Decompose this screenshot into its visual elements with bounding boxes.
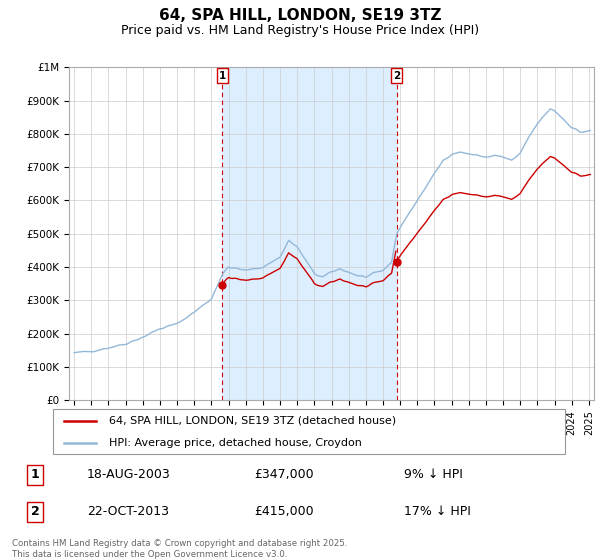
Text: 1: 1 [218,71,226,81]
Text: £347,000: £347,000 [254,468,314,481]
Text: 9% ↓ HPI: 9% ↓ HPI [404,468,463,481]
Text: 1: 1 [31,468,40,481]
Text: 22-OCT-2013: 22-OCT-2013 [87,505,169,518]
Text: 2: 2 [31,505,40,518]
Text: £415,000: £415,000 [254,505,314,518]
Text: 64, SPA HILL, LONDON, SE19 3TZ: 64, SPA HILL, LONDON, SE19 3TZ [159,8,441,24]
Text: HPI: Average price, detached house, Croydon: HPI: Average price, detached house, Croy… [109,437,362,447]
Text: 64, SPA HILL, LONDON, SE19 3TZ (detached house): 64, SPA HILL, LONDON, SE19 3TZ (detached… [109,416,396,426]
Text: 18-AUG-2003: 18-AUG-2003 [87,468,170,481]
Text: 2: 2 [393,71,400,81]
Text: 17% ↓ HPI: 17% ↓ HPI [404,505,470,518]
Text: Contains HM Land Registry data © Crown copyright and database right 2025.
This d: Contains HM Land Registry data © Crown c… [12,539,347,559]
Bar [222,67,397,400]
Text: Price paid vs. HM Land Registry's House Price Index (HPI): Price paid vs. HM Land Registry's House … [121,24,479,36]
FancyBboxPatch shape [53,409,565,454]
